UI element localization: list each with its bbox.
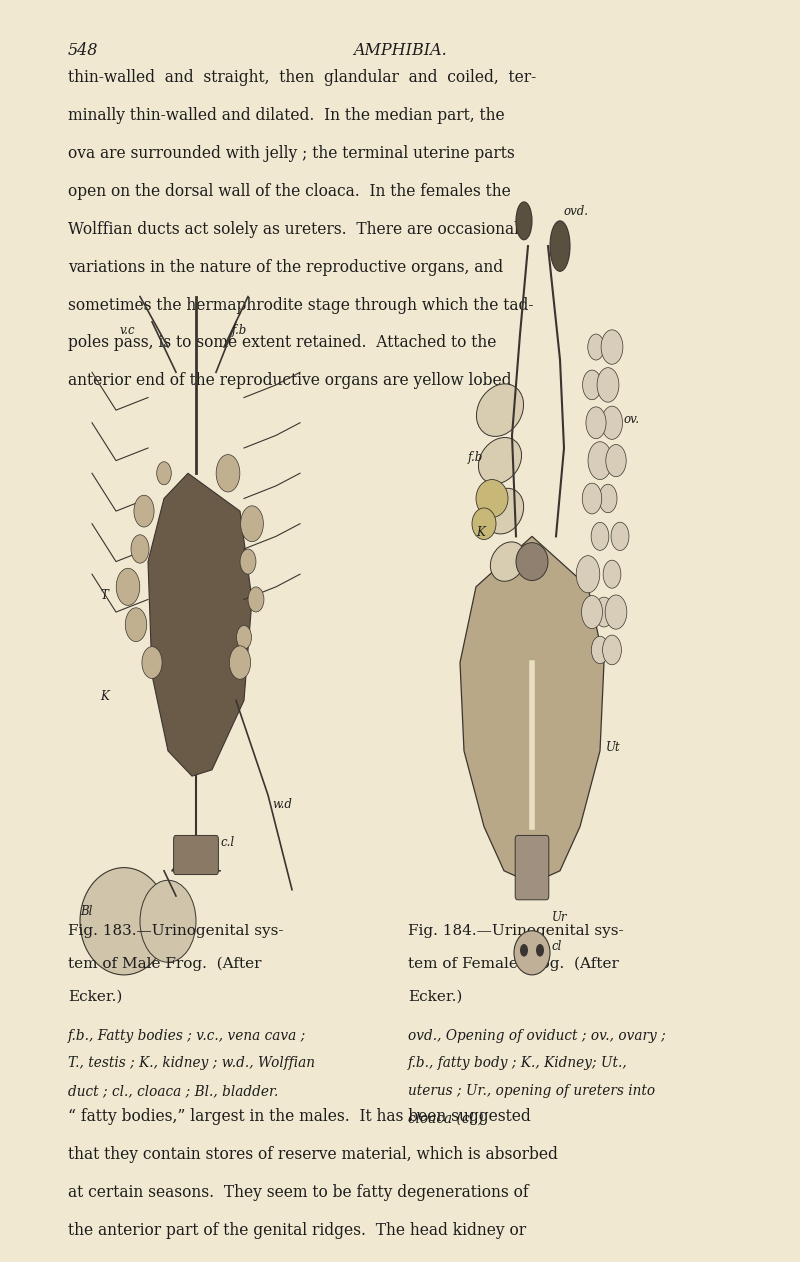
Text: ova are surrounded with jelly ; the terminal uterine parts: ova are surrounded with jelly ; the term…: [68, 145, 514, 162]
Circle shape: [601, 329, 623, 365]
Text: Wolffian ducts act solely as ureters.  There are occasional: Wolffian ducts act solely as ureters. Th…: [68, 221, 519, 237]
Circle shape: [520, 944, 528, 957]
Ellipse shape: [477, 384, 523, 437]
Circle shape: [597, 367, 619, 403]
Text: K: K: [476, 526, 485, 539]
Text: Fig. 184.—Urinogenital sys-: Fig. 184.—Urinogenital sys-: [408, 924, 624, 938]
Polygon shape: [460, 536, 604, 883]
Text: poles pass, is to some extent retained.  Attached to the: poles pass, is to some extent retained. …: [68, 334, 496, 351]
Circle shape: [591, 522, 609, 550]
Text: at certain seasons.  They seem to be fatty degenerations of: at certain seasons. They seem to be fatt…: [68, 1184, 529, 1200]
Text: tem of Female Frog.  (After: tem of Female Frog. (After: [408, 957, 619, 970]
Text: anterior end of the reproductive organs are yellow lobed: anterior end of the reproductive organs …: [68, 372, 511, 389]
Circle shape: [606, 444, 626, 477]
Text: f.b., fatty body ; K., Kidney; Ut.,: f.b., fatty body ; K., Kidney; Ut.,: [408, 1056, 628, 1070]
Circle shape: [237, 626, 251, 649]
Circle shape: [586, 406, 606, 439]
Ellipse shape: [550, 221, 570, 271]
Circle shape: [602, 635, 622, 665]
Circle shape: [576, 555, 600, 593]
Text: that they contain stores of reserve material, which is absorbed: that they contain stores of reserve mate…: [68, 1146, 558, 1162]
Ellipse shape: [514, 931, 550, 974]
Circle shape: [605, 594, 627, 630]
Ellipse shape: [472, 507, 496, 539]
Text: w.d: w.d: [272, 798, 292, 810]
Text: ovd., Opening of oviduct ; ov., ovary ;: ovd., Opening of oviduct ; ov., ovary ;: [408, 1029, 666, 1042]
Text: variations in the nature of the reproductive organs, and: variations in the nature of the reproduc…: [68, 259, 503, 275]
Text: open on the dorsal wall of the cloaca.  In the females the: open on the dorsal wall of the cloaca. I…: [68, 183, 510, 199]
Circle shape: [594, 597, 614, 627]
Text: T: T: [100, 589, 108, 602]
Circle shape: [131, 535, 149, 563]
Text: K: K: [100, 690, 109, 703]
Text: Ecker.): Ecker.): [68, 989, 122, 1003]
Text: Bl: Bl: [80, 905, 92, 917]
Text: f.b: f.b: [468, 451, 483, 463]
Circle shape: [582, 483, 602, 514]
Text: AMPHIBIA.: AMPHIBIA.: [353, 42, 447, 58]
Circle shape: [157, 462, 171, 485]
Circle shape: [591, 636, 609, 664]
Text: duct ; cl., cloaca ; Bl., bladder.: duct ; cl., cloaca ; Bl., bladder.: [68, 1084, 278, 1098]
Text: Fig. 183.—Urinogenital sys-: Fig. 183.—Urinogenital sys-: [68, 924, 283, 938]
Ellipse shape: [478, 438, 522, 483]
Text: thin-walled  and  straight,  then  glandular  and  coiled,  ter-: thin-walled and straight, then glandular…: [68, 69, 536, 86]
Circle shape: [599, 485, 617, 512]
Circle shape: [588, 334, 604, 360]
Text: tem of Male Frog.  (After: tem of Male Frog. (After: [68, 957, 262, 970]
Text: f.b., Fatty bodies ; v.c., vena cava ;: f.b., Fatty bodies ; v.c., vena cava ;: [68, 1029, 306, 1042]
Ellipse shape: [140, 881, 196, 962]
Text: Ut: Ut: [606, 741, 620, 753]
Polygon shape: [148, 473, 252, 776]
Ellipse shape: [80, 868, 168, 974]
Circle shape: [241, 506, 263, 541]
Ellipse shape: [490, 541, 526, 582]
Ellipse shape: [516, 543, 548, 581]
Circle shape: [216, 454, 240, 492]
Ellipse shape: [484, 488, 524, 534]
Circle shape: [602, 406, 622, 439]
Text: 548: 548: [68, 42, 98, 58]
Text: Ur: Ur: [552, 911, 567, 924]
Ellipse shape: [476, 480, 508, 517]
Circle shape: [536, 944, 544, 957]
Ellipse shape: [516, 202, 532, 240]
FancyBboxPatch shape: [515, 835, 549, 900]
Circle shape: [582, 370, 602, 400]
Text: “ fatty bodies,” largest in the males.  It has been suggested: “ fatty bodies,” largest in the males. I…: [68, 1108, 530, 1124]
Circle shape: [134, 495, 154, 528]
Text: uterus ; Ur., opening of ureters into: uterus ; Ur., opening of ureters into: [408, 1084, 655, 1098]
Circle shape: [116, 568, 140, 606]
Text: cloaca (cl.): cloaca (cl.): [408, 1112, 484, 1126]
Text: the anterior part of the genital ridges.  The head kidney or: the anterior part of the genital ridges.…: [68, 1222, 526, 1238]
Text: cl: cl: [552, 940, 562, 953]
Text: sometimes the hermaphrodite stage through which the tad-: sometimes the hermaphrodite stage throug…: [68, 297, 534, 313]
Circle shape: [582, 596, 602, 628]
Text: ov.: ov.: [624, 413, 640, 425]
Text: ovd.: ovd.: [564, 204, 589, 217]
Circle shape: [248, 587, 264, 612]
Circle shape: [588, 442, 612, 480]
Circle shape: [126, 608, 146, 641]
Text: Ecker.): Ecker.): [408, 989, 462, 1003]
Circle shape: [611, 522, 629, 550]
Text: T., testis ; K., kidney ; w.d., Wolffian: T., testis ; K., kidney ; w.d., Wolffian: [68, 1056, 315, 1070]
Circle shape: [230, 646, 250, 679]
FancyBboxPatch shape: [174, 835, 218, 875]
Circle shape: [603, 560, 621, 588]
Text: c.l: c.l: [220, 835, 234, 848]
Text: minally thin-walled and dilated.  In the median part, the: minally thin-walled and dilated. In the …: [68, 107, 505, 124]
Circle shape: [240, 549, 256, 574]
Circle shape: [142, 646, 162, 679]
Text: v.c: v.c: [120, 324, 136, 337]
Text: f.b: f.b: [232, 324, 247, 337]
